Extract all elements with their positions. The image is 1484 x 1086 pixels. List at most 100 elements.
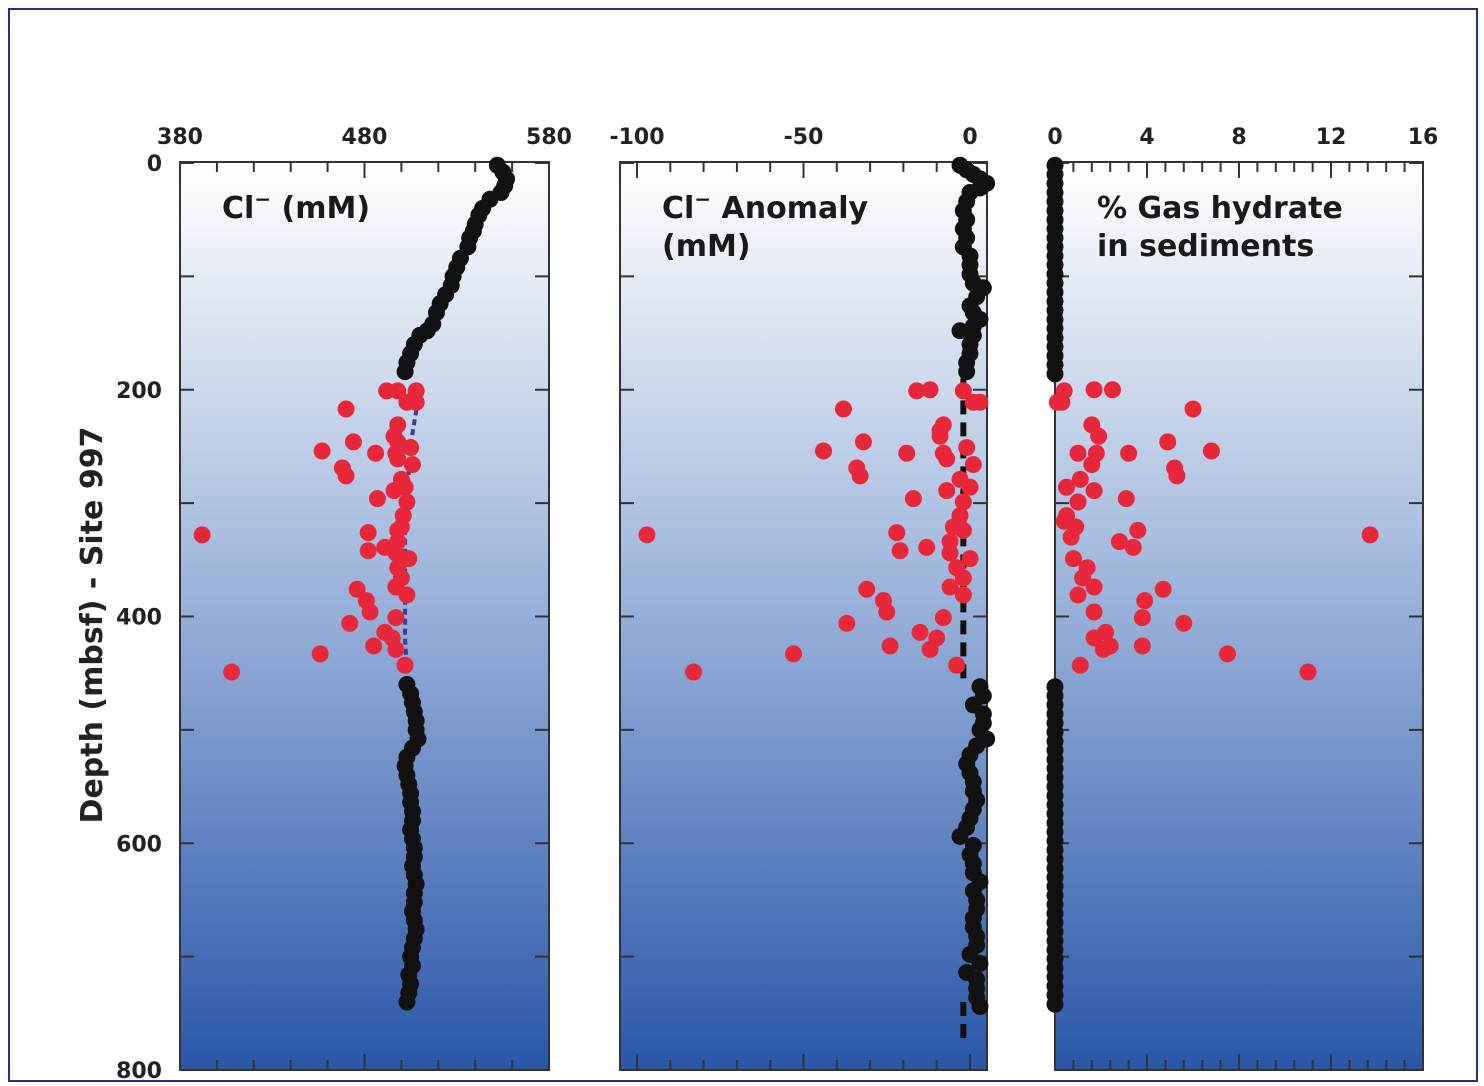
- measured-point: [396, 363, 414, 381]
- panel-title: Cl− Anomaly: [662, 187, 868, 226]
- hydrate-point: [1361, 526, 1379, 544]
- hydrate-point: [1094, 640, 1112, 658]
- hydrate-point: [1168, 467, 1186, 485]
- hydrate-point: [898, 444, 916, 462]
- hydrate-point: [387, 640, 405, 658]
- measured-point: [971, 998, 989, 1016]
- hydrate-point: [1085, 629, 1103, 647]
- hydrate-point: [368, 490, 386, 508]
- x-tick-label: 380: [157, 125, 203, 150]
- hydrate-point: [337, 400, 355, 418]
- hydrate-point: [311, 645, 329, 663]
- hydrate-point: [403, 456, 421, 474]
- hydrate-point: [367, 444, 385, 462]
- measured-point: [398, 993, 416, 1011]
- hydrate-point: [854, 433, 872, 451]
- hydrate-point: [938, 482, 956, 500]
- hydrate-point: [223, 663, 241, 681]
- hydrate-point: [954, 382, 972, 400]
- hydrate-point: [934, 609, 952, 627]
- hydrate-point: [1069, 586, 1087, 604]
- hydrate-point: [954, 493, 972, 511]
- x-tick-label: -50: [784, 125, 824, 150]
- hydrate-point: [954, 569, 972, 587]
- hydrate-point: [1117, 490, 1135, 508]
- hydrate-point: [1159, 433, 1177, 451]
- x-tick-label: 580: [526, 125, 572, 150]
- hydrate-point: [1069, 493, 1087, 511]
- hydrate-point: [365, 637, 383, 655]
- hydrate-point: [1219, 645, 1236, 663]
- hydrate-point: [971, 393, 989, 411]
- hydrate-point: [1064, 550, 1082, 568]
- x-tick-label: 8: [1231, 125, 1246, 150]
- hydrate-point: [407, 393, 425, 411]
- panel-1: 380 480 580 0 200 400 600 800 Cl− (mM): [116, 125, 572, 1084]
- panel-title-line2: in sediments: [1097, 229, 1314, 264]
- hydrate-point: [1085, 482, 1103, 500]
- hydrate-point: [961, 478, 979, 496]
- y-axis-label: Depth (mbsf) - Site 997: [75, 427, 110, 824]
- hydrate-point: [398, 493, 416, 511]
- hydrate-point: [1071, 470, 1089, 488]
- hydrate-point: [378, 382, 396, 400]
- hydrate-point: [348, 580, 366, 598]
- hydrate-point: [961, 550, 979, 568]
- hydrate-point: [931, 427, 949, 445]
- hydrate-point: [1124, 538, 1142, 556]
- hydrate-point: [396, 656, 414, 674]
- hydrate-point: [1058, 478, 1075, 496]
- hydrate-point: [904, 490, 922, 508]
- hydrate-point: [344, 433, 362, 451]
- hydrate-point: [858, 580, 876, 598]
- hydrate-point: [918, 538, 936, 556]
- hydrate-point: [954, 586, 972, 604]
- hydrate-point: [851, 467, 869, 485]
- hydrate-point: [954, 521, 972, 539]
- hydrate-point: [389, 450, 407, 468]
- hydrate-point: [1154, 580, 1172, 598]
- x-tick-label: 480: [342, 125, 388, 150]
- panel-background: [1055, 162, 1423, 1070]
- y-tick-label: 600: [116, 832, 162, 857]
- measured-point: [951, 827, 969, 845]
- hydrate-point: [1074, 569, 1092, 587]
- panel-background: [620, 162, 987, 1070]
- hydrate-point: [1083, 456, 1101, 474]
- figure-frame: Depth (mbsf) - Site 997 380 480 580 0 200 400…: [8, 8, 1478, 1084]
- hydrate-point: [814, 442, 832, 460]
- hydrate-point: [359, 524, 377, 542]
- hydrate-point: [941, 578, 959, 596]
- measured-point: [971, 954, 989, 972]
- hydrate-point: [834, 400, 852, 418]
- hydrate-point: [385, 482, 403, 500]
- hydrate-point: [911, 623, 929, 641]
- hydrate-point: [387, 609, 405, 627]
- hydrate-point: [938, 450, 956, 468]
- baseline-curve: [403, 389, 422, 674]
- x-tick-label: 0: [962, 125, 977, 150]
- x-tick-label: 12: [1316, 125, 1347, 150]
- hydrate-point: [1085, 381, 1103, 399]
- chart-canvas: Depth (mbsf) - Site 997 380 480 580 0 200 400…: [75, 125, 1438, 1084]
- hydrate-point: [921, 640, 939, 658]
- measured-point: [1046, 365, 1064, 383]
- panel-title: % Gas hydrate: [1097, 191, 1343, 226]
- hydrate-point: [361, 603, 379, 621]
- hydrate-point: [908, 382, 926, 400]
- hydrate-point: [1085, 603, 1103, 621]
- hydrate-point: [881, 637, 899, 655]
- hydrate-point: [785, 645, 803, 663]
- hydrate-point: [402, 439, 420, 457]
- hydrate-point: [1133, 637, 1151, 655]
- y-tick-label: 200: [116, 379, 162, 404]
- y-tick-label: 400: [116, 606, 162, 631]
- hydrate-point: [964, 456, 982, 474]
- hydrate-point: [921, 381, 939, 399]
- hydrate-point: [888, 524, 906, 542]
- hydrate-point: [387, 544, 405, 562]
- hydrate-point: [193, 526, 211, 544]
- y-tick-label: 0: [147, 152, 162, 177]
- x-tick-label: -100: [609, 125, 664, 150]
